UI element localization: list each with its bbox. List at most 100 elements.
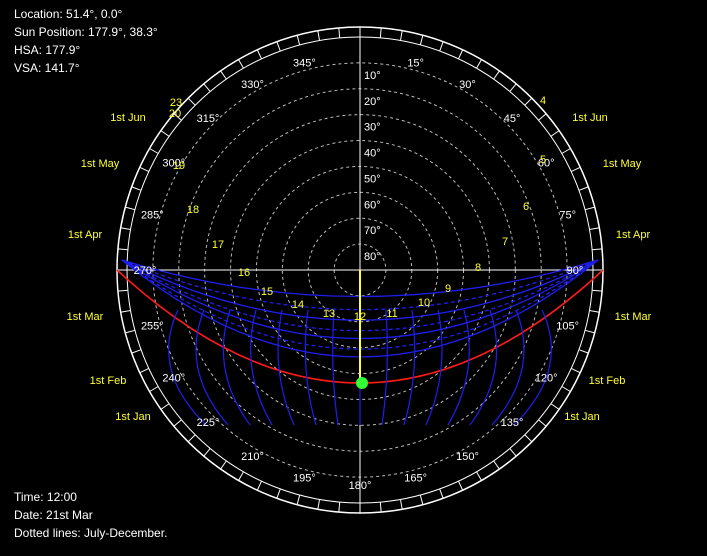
azimuth-tick bbox=[399, 499, 403, 510]
hour-label: 10 bbox=[418, 297, 430, 309]
hour-line bbox=[447, 309, 470, 426]
azimuth-tick bbox=[256, 480, 262, 491]
altitude-label: 10° bbox=[364, 70, 381, 82]
hour-line bbox=[250, 309, 273, 426]
month-label-right: 1st Feb bbox=[589, 375, 626, 387]
altitude-label: 60° bbox=[364, 199, 381, 211]
hour-label: 11 bbox=[386, 308, 397, 320]
vsa-text: VSA: 141.7° bbox=[14, 61, 80, 75]
azimuth-tick bbox=[561, 148, 571, 154]
azimuth-tick bbox=[139, 368, 150, 374]
azimuth-tick bbox=[220, 70, 227, 80]
hour-label: 12 bbox=[354, 311, 366, 323]
hour-label: 4 bbox=[540, 95, 546, 107]
hour-line bbox=[403, 309, 416, 426]
azimuth-tick bbox=[149, 148, 159, 154]
dotted-lines-note: Dotted lines: July-December. bbox=[14, 526, 168, 540]
location-text: Location: 51.4°, 0.0° bbox=[14, 7, 123, 21]
azimuth-tick bbox=[296, 494, 301, 505]
azimuth-label: 300° bbox=[162, 158, 185, 170]
altitude-label: 50° bbox=[364, 173, 381, 185]
hour-label: 9 bbox=[445, 283, 451, 295]
azimuth-tick bbox=[399, 30, 403, 41]
month-label-right: 1st May bbox=[603, 158, 642, 170]
hour-line bbox=[469, 309, 498, 426]
azimuth-tick bbox=[117, 248, 128, 251]
azimuth-tick bbox=[538, 419, 547, 427]
azimuth-tick bbox=[120, 309, 131, 313]
azimuth-tick bbox=[493, 460, 500, 470]
hour-line bbox=[513, 309, 552, 426]
month-label-right: 1st Jun bbox=[572, 112, 607, 124]
month-label-right: 1st Mar bbox=[615, 311, 652, 323]
hour-label: 7 bbox=[502, 236, 508, 248]
month-label-left: 1st Jan bbox=[115, 411, 150, 423]
azimuth-label: 60° bbox=[538, 158, 555, 170]
azimuth-tick bbox=[524, 434, 533, 443]
date-text: Date: 21st Mar bbox=[14, 508, 93, 522]
azimuth-tick bbox=[458, 480, 464, 491]
azimuth-label: 15° bbox=[407, 57, 424, 69]
azimuth-tick bbox=[125, 206, 136, 211]
azimuth-tick bbox=[276, 41, 281, 52]
azimuth-tick bbox=[584, 329, 595, 334]
azimuth-tick bbox=[589, 227, 600, 231]
sun-day-path bbox=[121, 259, 599, 350]
azimuth-label: 315° bbox=[197, 113, 220, 125]
altitude-label: 30° bbox=[364, 122, 381, 134]
hour-line bbox=[195, 309, 229, 426]
azimuth-tick bbox=[173, 113, 182, 121]
hour-label: 14 bbox=[292, 299, 304, 311]
azimuth-tick bbox=[160, 130, 170, 137]
azimuth-tick bbox=[561, 386, 571, 392]
azimuth-tick bbox=[256, 49, 262, 60]
azimuth-tick bbox=[550, 130, 560, 137]
hour-line bbox=[277, 309, 295, 426]
azimuth-tick bbox=[589, 309, 600, 313]
hour-label: 8 bbox=[475, 262, 481, 274]
azimuth-tick bbox=[125, 329, 136, 334]
month-label-right: 1st Jan bbox=[564, 411, 599, 423]
azimuth-label: 285° bbox=[141, 209, 164, 221]
azimuth-tick bbox=[317, 499, 321, 510]
azimuth-tick bbox=[139, 166, 150, 172]
azimuth-tick bbox=[439, 488, 444, 499]
hour-line bbox=[381, 309, 388, 426]
azimuth-tick bbox=[578, 186, 589, 191]
azimuth-tick bbox=[509, 448, 517, 457]
azimuth-tick bbox=[419, 35, 424, 46]
azimuth-tick bbox=[131, 349, 142, 354]
month-label-right: 1st Apr bbox=[616, 229, 651, 241]
azimuth-tick bbox=[149, 386, 159, 392]
azimuth-tick bbox=[220, 460, 227, 470]
altitude-label: 80° bbox=[364, 251, 381, 263]
azimuth-tick bbox=[338, 27, 341, 38]
hour-label: 16 bbox=[238, 267, 250, 279]
azimuth-label: 45° bbox=[504, 113, 521, 125]
hour-line bbox=[304, 309, 317, 426]
azimuth-label: 165° bbox=[404, 473, 427, 485]
azimuth-label: 30° bbox=[459, 79, 476, 91]
azimuth-label: 330° bbox=[241, 79, 264, 91]
azimuth-tick bbox=[419, 494, 424, 505]
azimuth-tick bbox=[173, 419, 182, 427]
azimuth-tick bbox=[160, 403, 170, 410]
azimuth-tick bbox=[120, 227, 131, 231]
azimuth-label: 75° bbox=[559, 209, 576, 221]
hour-line bbox=[168, 309, 207, 426]
azimuth-label: 180° bbox=[349, 480, 372, 492]
month-label-left: 1st Apr bbox=[68, 229, 103, 241]
hour-line bbox=[332, 309, 339, 426]
hour-label: 19 bbox=[173, 160, 185, 172]
azimuth-label: 210° bbox=[241, 451, 264, 463]
hour-label: 15 bbox=[261, 286, 273, 298]
azimuth-tick bbox=[578, 349, 589, 354]
time-text: Time: 12:00 bbox=[14, 490, 77, 504]
azimuth-tick bbox=[570, 368, 581, 374]
sun-position-text: Sun Position: 177.9°, 38.3° bbox=[14, 25, 158, 39]
month-label-left: 1st Mar bbox=[67, 311, 104, 323]
azimuth-tick bbox=[238, 59, 244, 69]
hour-line bbox=[491, 309, 525, 426]
azimuth-label: 255° bbox=[141, 321, 164, 333]
